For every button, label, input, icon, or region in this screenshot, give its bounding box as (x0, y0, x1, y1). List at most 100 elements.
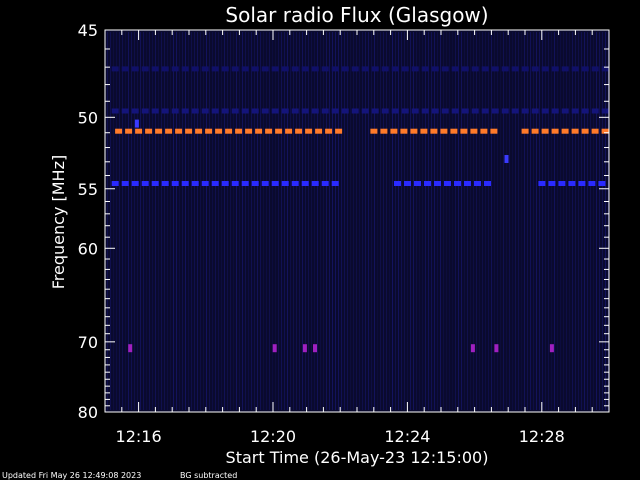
noise-stripe (545, 32, 546, 410)
band-dash (381, 108, 389, 114)
band-dash (241, 66, 249, 72)
noise-stripe (212, 32, 213, 410)
noise-stripe (452, 32, 453, 410)
noise-stripe (161, 32, 162, 410)
band-dash (411, 108, 419, 114)
noise-stripe (551, 32, 552, 410)
noise-stripe (380, 32, 381, 410)
noise-stripe (530, 32, 531, 410)
band-dash (211, 66, 219, 72)
band-dash (311, 66, 319, 72)
burst-spot (549, 344, 554, 353)
noise-stripe (482, 32, 483, 410)
band-dash (491, 108, 499, 114)
band-dash (201, 66, 209, 72)
noise-stripe (506, 32, 507, 410)
noise-stripe (425, 32, 426, 410)
band-dash (251, 66, 259, 72)
noise-stripe (512, 32, 513, 410)
noise-stripe (287, 32, 288, 410)
band-dash (484, 181, 491, 186)
noise-stripe (353, 32, 354, 410)
plot-background (105, 30, 609, 412)
noise-stripe (518, 32, 519, 410)
noise-stripe (374, 32, 375, 410)
band-dash (301, 181, 309, 186)
band-segment (111, 181, 339, 186)
band-dash (121, 181, 129, 186)
band-dash (538, 181, 546, 186)
noise-stripe (197, 32, 198, 410)
noise-stripe (158, 32, 159, 410)
band-dash (588, 181, 596, 186)
band-dash (131, 108, 139, 114)
noise-stripe (539, 32, 540, 410)
x-tick-label: 12:16 (116, 427, 162, 446)
band-dash (391, 108, 399, 114)
noise-stripe (281, 32, 282, 410)
burst-spot (302, 344, 307, 353)
band-dash (451, 66, 459, 72)
noise-stripe (413, 32, 414, 410)
noise-stripe (362, 32, 363, 410)
noise-stripe (527, 32, 528, 410)
band-dash (175, 128, 183, 134)
noise-stripe (497, 32, 498, 410)
band-dash (111, 66, 119, 72)
noise-stripe (110, 32, 111, 410)
x-tick-label: 12:20 (250, 427, 296, 446)
band-dash (145, 128, 153, 134)
band-dash (155, 128, 163, 134)
noise-stripe (536, 32, 537, 410)
noise-stripe (194, 32, 195, 410)
band-dash (161, 108, 169, 114)
noise-stripe (458, 32, 459, 410)
bg-subtracted-note: BG subtracted (180, 471, 237, 480)
band-dash (361, 66, 369, 72)
band-dash (401, 66, 409, 72)
noise-stripe (470, 32, 471, 410)
band-dash (591, 66, 599, 72)
band-dash (591, 108, 599, 114)
noise-stripe (146, 32, 147, 410)
band-dash (121, 66, 129, 72)
band-dash (331, 108, 339, 114)
x-tick-label: 12:28 (519, 427, 565, 446)
noise-stripe (290, 32, 291, 410)
noise-stripe (566, 32, 567, 410)
band-dash (521, 66, 529, 72)
band-dash (521, 108, 529, 114)
band-dash (321, 66, 329, 72)
band-dash (331, 66, 339, 72)
band-segment (111, 66, 609, 72)
band-dash (221, 108, 229, 114)
band-dash (371, 66, 379, 72)
band-dash (215, 128, 223, 134)
noise-stripe (395, 32, 396, 410)
noise-stripe (170, 32, 171, 410)
noise-stripe (365, 32, 366, 410)
band-dash (321, 108, 329, 114)
band-dash (115, 128, 123, 134)
band-dash (201, 108, 209, 114)
band-dash (480, 128, 488, 134)
y-axis: 45 50 55 60 70 80 (78, 21, 609, 422)
noise-stripe (317, 32, 318, 410)
band-dash (501, 108, 509, 114)
noise-stripe (221, 32, 222, 410)
noise-stripe (182, 32, 183, 410)
band-dash (311, 181, 319, 186)
noise-stripe (500, 32, 501, 410)
noise-stripe (410, 32, 411, 410)
y-tick-label: 55 (78, 180, 98, 199)
band-dash (201, 181, 209, 186)
noise-stripe (251, 32, 252, 410)
x-tick-label: 12:24 (384, 427, 430, 446)
noise-stripe (440, 32, 441, 410)
band-dash (441, 108, 449, 114)
noise-stripe (494, 32, 495, 410)
band-dash (548, 181, 556, 186)
band-dash (141, 66, 149, 72)
band-dash (285, 128, 293, 134)
band-dash (241, 108, 249, 114)
